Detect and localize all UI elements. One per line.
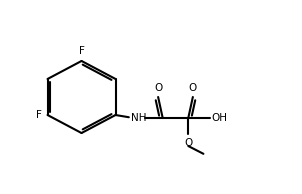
Text: F: F: [79, 46, 85, 56]
Text: O: O: [154, 83, 162, 93]
Text: O: O: [189, 83, 197, 93]
Text: F: F: [36, 110, 42, 120]
Text: OH: OH: [211, 113, 227, 123]
Text: NH: NH: [131, 113, 147, 123]
Text: O: O: [184, 138, 192, 148]
